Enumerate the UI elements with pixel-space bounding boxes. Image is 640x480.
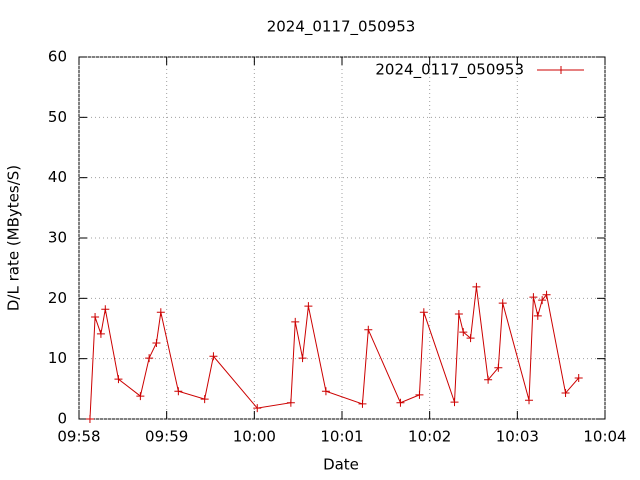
point xyxy=(96,329,105,338)
point xyxy=(114,375,123,384)
x-tick-label: 10:00 xyxy=(233,428,276,446)
x-tick-label: 10:04 xyxy=(583,428,626,446)
y-tick-label: 60 xyxy=(48,48,67,66)
y-tick-label: 0 xyxy=(57,410,67,428)
y-tick-label: 40 xyxy=(48,168,67,186)
point xyxy=(145,354,154,363)
x-tick-label: 10:03 xyxy=(496,428,539,446)
point xyxy=(174,387,183,396)
point xyxy=(494,363,503,372)
legend-label: 2024_0117_050953 xyxy=(375,61,524,80)
point xyxy=(533,311,542,320)
y-tick-label: 50 xyxy=(48,108,67,126)
point xyxy=(466,334,475,343)
point xyxy=(561,389,570,398)
y-axis-label: D/L rate (MBytes/S) xyxy=(5,165,23,311)
point xyxy=(156,308,165,317)
x-tick-label: 09:58 xyxy=(57,428,100,446)
x-axis-label: Date xyxy=(323,456,359,474)
series-line xyxy=(89,286,580,420)
point xyxy=(419,308,428,317)
point xyxy=(321,387,330,396)
point xyxy=(525,396,534,405)
point xyxy=(542,290,551,299)
y-tick-label: 30 xyxy=(48,229,67,247)
point xyxy=(200,395,209,404)
point xyxy=(484,375,493,384)
point xyxy=(91,313,100,322)
point xyxy=(291,317,300,326)
legend-swatch xyxy=(557,66,565,74)
point xyxy=(396,398,405,407)
point xyxy=(304,302,313,311)
point xyxy=(209,352,218,361)
point xyxy=(459,328,468,337)
point xyxy=(574,373,583,382)
point xyxy=(498,299,507,308)
x-tick-label: 10:01 xyxy=(320,428,363,446)
point xyxy=(286,398,295,407)
y-tick-label: 20 xyxy=(48,289,67,307)
point xyxy=(364,325,373,334)
point xyxy=(529,293,538,302)
point xyxy=(472,282,481,291)
point xyxy=(415,390,424,399)
point xyxy=(538,296,547,305)
x-tick-label: 10:02 xyxy=(408,428,451,446)
point xyxy=(450,398,459,407)
point xyxy=(85,415,94,423)
point xyxy=(454,310,463,319)
point xyxy=(358,399,367,408)
point xyxy=(298,354,307,363)
y-tick-label: 10 xyxy=(48,349,67,367)
point xyxy=(152,338,161,347)
point xyxy=(253,404,262,413)
x-tick-label: 09:59 xyxy=(145,428,188,446)
chart-title: 2024_0117_050953 xyxy=(267,18,416,37)
point xyxy=(101,305,110,314)
point xyxy=(136,392,145,401)
